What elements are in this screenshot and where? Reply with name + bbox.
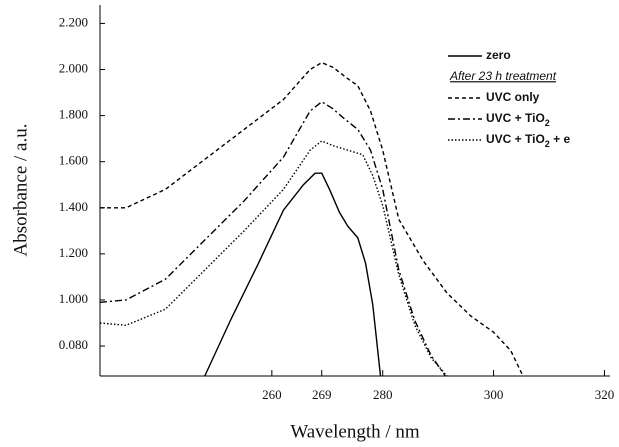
x-tick-label: 320 xyxy=(595,387,615,402)
legend-title: After 23 h treatment xyxy=(449,69,557,83)
series-line xyxy=(204,172,382,377)
y-tick-label: 1.200 xyxy=(59,245,88,260)
y-tick-label: 2.200 xyxy=(59,14,88,29)
y-tick-label: 1.800 xyxy=(59,107,88,122)
legend-label: UVC + TiO2 xyxy=(486,111,550,128)
legend-label: UVC only xyxy=(486,90,540,104)
legend-label: UVC + TiO2 + e xyxy=(486,132,570,149)
y-tick-label: 1.400 xyxy=(59,199,88,214)
x-tick-label: 260 xyxy=(262,387,282,402)
x-axis-title: Wavelength / nm xyxy=(290,421,420,442)
series-line xyxy=(99,100,446,377)
y-axis-title: Absorbance / a.u. xyxy=(10,124,31,257)
x-tick-label: 300 xyxy=(484,387,504,402)
y-tick-label: 1.000 xyxy=(59,291,88,306)
series-line xyxy=(99,140,448,377)
x-tick-label: 269 xyxy=(312,387,332,402)
x-tick-label: 280 xyxy=(373,387,393,402)
y-tick-label: 2.000 xyxy=(59,61,88,76)
y-tick-label: 0.080 xyxy=(59,337,88,352)
y-tick-label: 1.600 xyxy=(59,153,88,168)
legend-label: zero xyxy=(486,48,511,62)
series-line xyxy=(100,61,524,377)
